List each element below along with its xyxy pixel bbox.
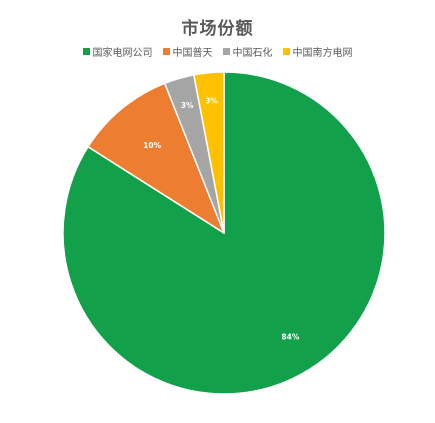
pie-slice-southern-grid	[193, 71, 225, 234]
data-label-southern-grid: 3%	[205, 97, 218, 106]
legend-swatch-sinopec	[222, 48, 230, 55]
legend-label-southern-grid: 中国南方电网	[292, 48, 353, 59]
legend-swatch-potevio	[162, 48, 170, 55]
chart-title: 市场份额	[181, 19, 254, 39]
legend-item-potevio: 中国普天	[162, 44, 213, 59]
legend-label-sinopec: 中国石化	[232, 48, 273, 59]
legend-swatch-southern-grid	[282, 48, 290, 55]
data-label-sinopec: 3%	[181, 101, 194, 110]
legend-swatch-state-grid	[82, 48, 90, 55]
legend-item-sinopec: 中国石化	[222, 44, 273, 59]
legend-label-potevio: 中国普天	[172, 48, 213, 59]
data-label-state-grid: 84%	[281, 333, 299, 342]
legend-item-southern-grid: 中国南方电网	[282, 44, 353, 59]
chart-legend: 国家电网公司 中国普天 中国石化 中国南方电网	[0, 44, 435, 59]
pie-slice-potevio	[87, 82, 225, 234]
data-label-potevio: 10%	[143, 141, 161, 150]
legend-item-state-grid: 国家电网公司	[82, 44, 153, 59]
legend-label-state-grid: 国家电网公司	[92, 48, 153, 59]
